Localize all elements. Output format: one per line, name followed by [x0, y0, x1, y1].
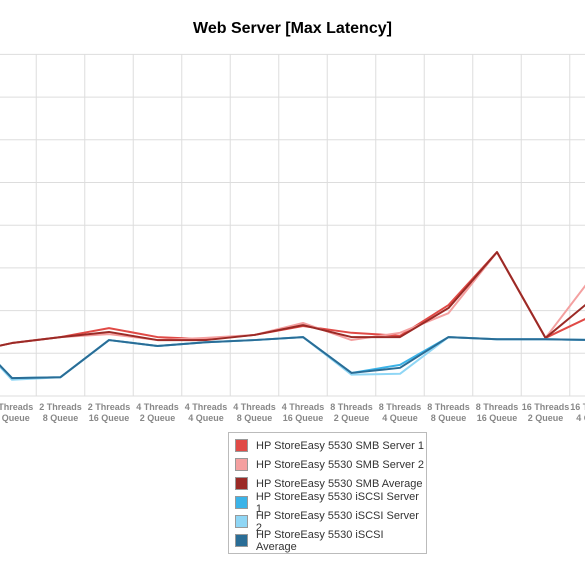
x-tick-label: 8 Threads 8 Queue: [427, 402, 470, 423]
x-tick-label: 4 Threads 8 Queue: [233, 402, 276, 423]
legend-item: HP StoreEasy 5530 iSCSI Server 1: [229, 490, 426, 515]
x-tick-label: 2 Threads 4 Queue: [0, 402, 34, 423]
x-tick-label: 4 Threads 2 Queue: [136, 402, 179, 423]
series-line: [0, 336, 585, 380]
legend-swatch: [235, 458, 248, 471]
series-line: [0, 251, 585, 347]
chart-title: Web Server [Max Latency]: [193, 20, 392, 37]
legend-label: HP StoreEasy 5530 SMB Server 1: [256, 439, 424, 452]
legend-label: HP StoreEasy 5530 iSCSI Average: [255, 528, 384, 553]
x-tick-label: 4 Threads 4 Queue: [184, 402, 228, 423]
legend-label: HP StoreEasy 5530 iSCSI Server 1: [255, 490, 419, 515]
x-tick-label: 16 Threads 2 Queue: [521, 402, 570, 423]
legend-item: HP StoreEasy 5530 SMB Server 2: [229, 455, 426, 474]
legend-label: HP StoreEasy 5530 SMB Server 2: [256, 458, 424, 471]
legend-swatch: [235, 439, 248, 452]
x-tick-label: 8 Threads 16 Queue: [475, 402, 519, 423]
legend-item: HP StoreEasy 5530 SMB Average: [229, 474, 426, 493]
legend-item: HP StoreEasy 5530 iSCSI Server 2: [229, 509, 426, 534]
legend: HP StoreEasy 5530 SMB Server 1 HP StoreEa…: [228, 432, 427, 554]
legend-item: HP StoreEasy 5530 SMB Server 1: [229, 436, 426, 455]
x-tick-label: 8 Threads 2 Queue: [330, 402, 373, 423]
legend-label: HP StoreEasy 5530 SMB Average: [256, 477, 423, 490]
x-tick-label: 2 Threads 8 Queue: [39, 402, 82, 423]
x-tick-label: 8 Threads 4 Queue: [378, 402, 422, 423]
legend-swatch: [235, 515, 248, 528]
x-tick-label: 4 Threads 16 Queue: [281, 402, 325, 423]
legend-label: HP StoreEasy 5530 iSCSI Server 2: [255, 509, 419, 534]
legend-swatch: [235, 534, 248, 547]
x-tick-label: 2 Threads 16 Queue: [87, 402, 131, 423]
legend-swatch: [235, 496, 248, 509]
legend-item: HP StoreEasy 5530 iSCSI Average: [229, 528, 426, 553]
x-tick-label: 16 Threads 4 Queue: [570, 402, 585, 423]
legend-swatch: [235, 477, 248, 490]
